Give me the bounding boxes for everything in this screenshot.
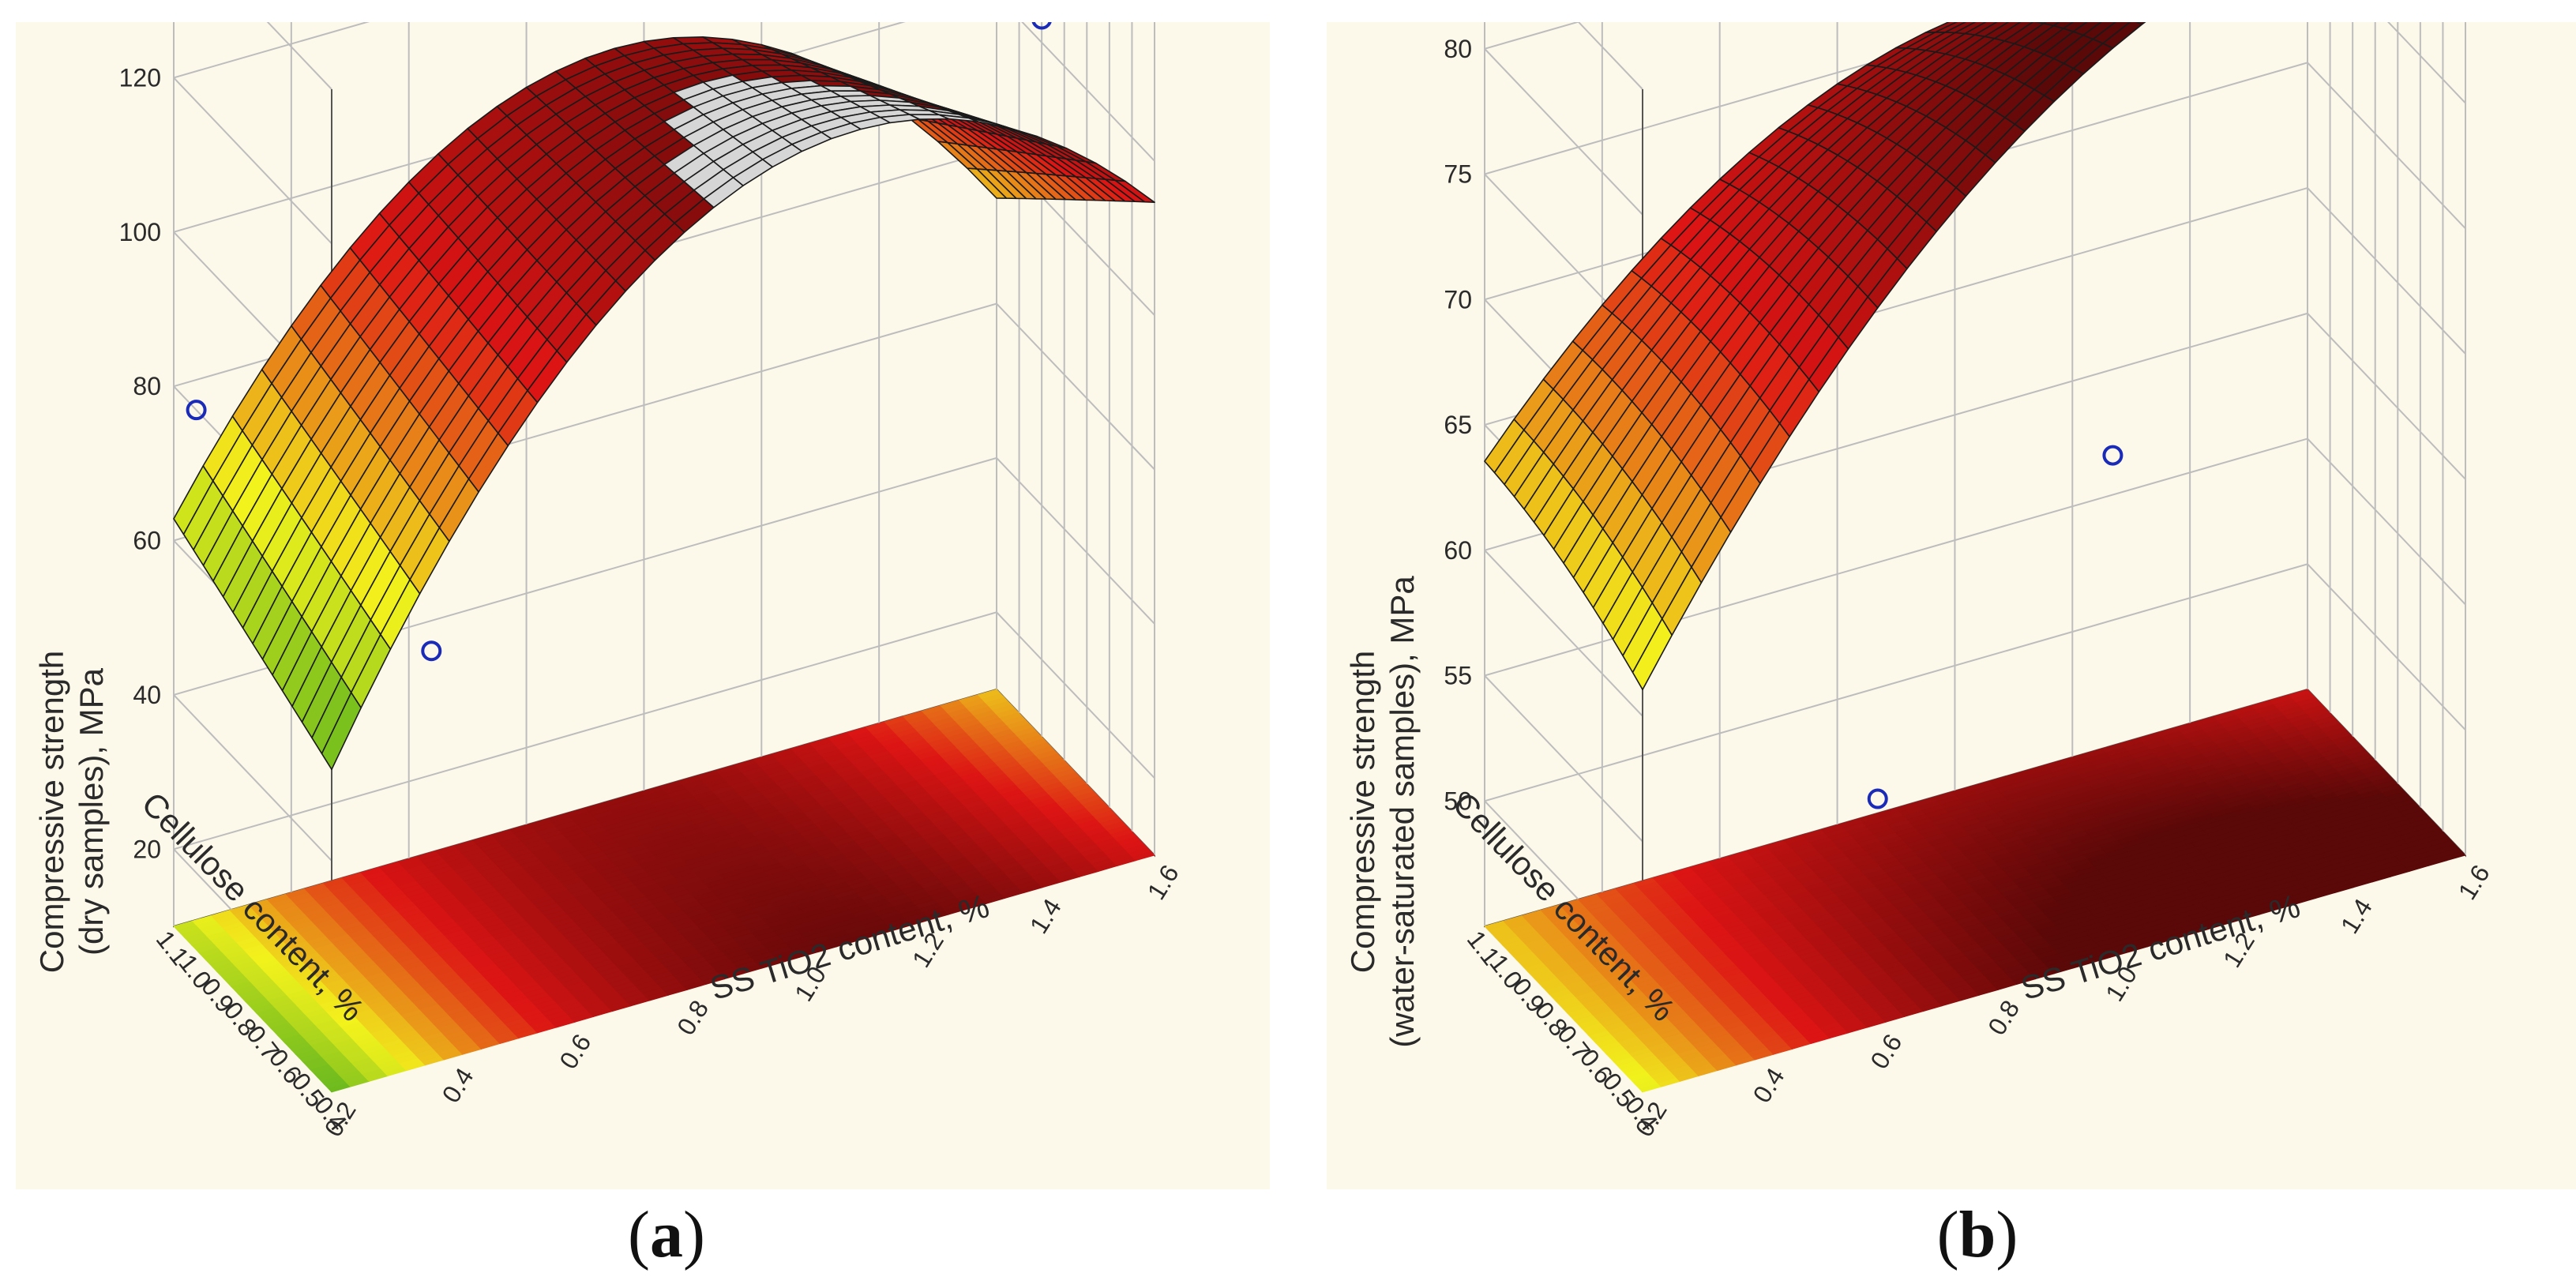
- panel-label-a: (a): [628, 1198, 705, 1271]
- grid-line-z: [1484, 22, 2466, 175]
- z-tick-label: 20: [133, 835, 161, 863]
- z-tick-label: 60: [133, 527, 161, 555]
- z-tick-label: 40: [133, 681, 161, 709]
- floor-cell: [2288, 689, 2312, 700]
- data-point: [421, 640, 442, 662]
- z-tick-label: 65: [1444, 411, 1472, 439]
- surface-cell: [321, 692, 362, 771]
- z-axis-title: Compressive strength: [33, 651, 70, 974]
- floor-cell: [977, 689, 1001, 700]
- data-points: [186, 22, 1052, 662]
- floor-contour: [173, 689, 1155, 1093]
- grid-line-z-left: [1484, 48, 1643, 216]
- surface-chart-b: 50556065707580850.40.50.60.70.80.91.01.1…: [1327, 22, 2576, 1189]
- grid-line-z-left: [173, 694, 332, 862]
- chart-panel-a: 204060801001201400.40.50.60.70.80.91.01.…: [16, 22, 1270, 1189]
- z-axis-subtitle: (dry samples), MPa: [73, 667, 110, 956]
- floor-contour: [1484, 689, 2466, 1093]
- z-tick-label: 55: [1444, 662, 1472, 690]
- grid-line-z-left: [1484, 550, 1643, 717]
- chart-panel-b: 50556065707580850.40.50.60.70.80.91.01.1…: [1327, 22, 2576, 1189]
- z-tick-label: 60: [1444, 536, 1472, 565]
- z-tick-label: 70: [1444, 285, 1472, 314]
- z-tick-label: 80: [133, 372, 161, 400]
- grid-line-z-left: [1577, 22, 1643, 90]
- data-point: [186, 400, 207, 421]
- grid-line-z-left: [266, 22, 332, 90]
- grid-line-z-left: [1484, 674, 1643, 843]
- data-point: [1031, 22, 1052, 30]
- z-axis-title: Compressive strength: [1344, 651, 1381, 974]
- z-axis-subtitle: (water-saturated samples), MPa: [1384, 576, 1421, 1048]
- response-surface: [173, 36, 1155, 771]
- z-tick-label: 80: [1444, 35, 1472, 63]
- surface-chart-a: 204060801001201400.40.50.60.70.80.91.01.…: [16, 22, 1270, 1189]
- grid-line-z-left: [173, 77, 332, 245]
- z-tick-label: 120: [119, 63, 161, 92]
- z-tick-label: 75: [1444, 160, 1472, 189]
- z-tick-label: 100: [119, 218, 161, 246]
- panel-label-b: (b): [1936, 1198, 2018, 1271]
